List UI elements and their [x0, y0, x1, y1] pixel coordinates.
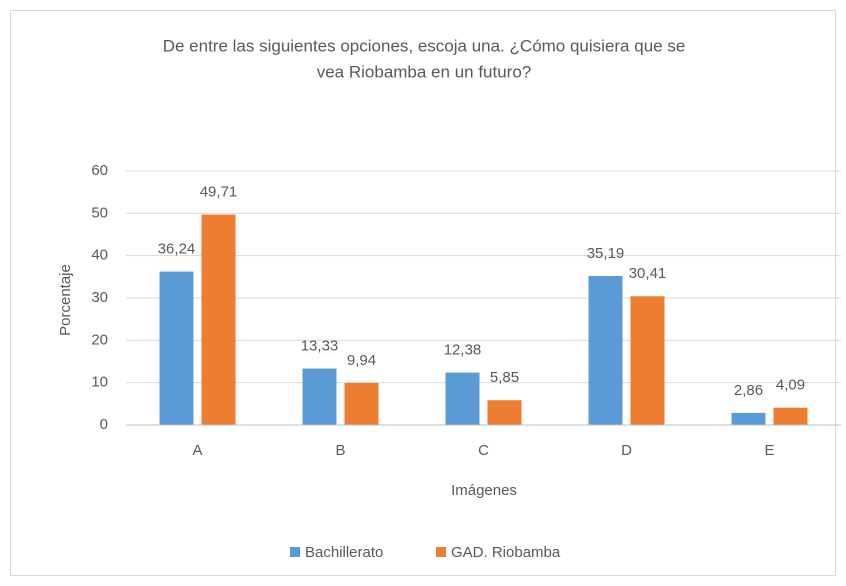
y-tick-label: 40 [91, 247, 108, 264]
x-tick-label: D [621, 442, 632, 459]
bar [344, 382, 379, 425]
bar [302, 368, 337, 425]
y-tick-label: 50 [91, 204, 108, 221]
value-label: 35,19 [587, 245, 625, 262]
chart-border [10, 10, 836, 576]
x-tick-label: A [192, 442, 202, 459]
bar [731, 412, 766, 425]
value-label: 2,86 [734, 382, 763, 399]
legend-swatch [290, 547, 300, 557]
x-tick-label: E [764, 442, 774, 459]
legend-label: Bachillerato [305, 544, 383, 561]
bar [445, 372, 480, 425]
bar [588, 276, 623, 425]
y-tick-label: 60 [91, 162, 108, 179]
value-label: 9,94 [347, 352, 376, 369]
y-tick-label: 10 [91, 374, 108, 391]
chart-title: De entre las siguientes opciones, escoja… [163, 36, 686, 55]
bar [630, 296, 665, 425]
legend-swatch [436, 547, 446, 557]
x-axis-label: Imágenes [451, 482, 517, 499]
y-tick-label: 20 [91, 331, 108, 348]
bar [487, 400, 522, 425]
x-tick-label: B [335, 442, 345, 459]
value-label: 30,41 [629, 265, 667, 282]
y-axis-label: Porcentaje [57, 264, 74, 336]
chart-title: vea Riobamba en un futuro? [317, 62, 532, 81]
legend-label: GAD. Riobamba [451, 544, 561, 561]
value-label: 49,71 [200, 184, 238, 201]
y-tick-label: 0 [100, 416, 108, 433]
bar [159, 271, 194, 425]
value-label: 4,09 [776, 377, 805, 394]
value-label: 36,24 [158, 241, 196, 258]
bar [201, 214, 236, 425]
value-label: 12,38 [444, 342, 482, 359]
y-tick-label: 30 [91, 289, 108, 306]
value-label: 5,85 [490, 369, 519, 386]
x-tick-label: C [478, 442, 489, 459]
bar [773, 407, 808, 425]
value-label: 13,33 [301, 338, 339, 355]
